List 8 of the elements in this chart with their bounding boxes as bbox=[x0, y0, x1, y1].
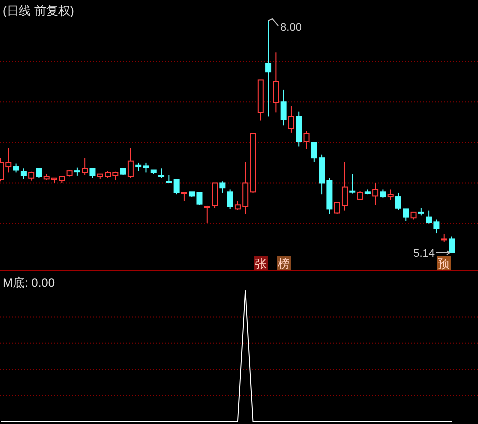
title: (日线 前复权) bbox=[3, 4, 74, 18]
annotation: 5.14 bbox=[414, 248, 435, 260]
annotation: 8.00 bbox=[280, 22, 302, 34]
annotation: 预 bbox=[437, 256, 451, 271]
title: M底: 0.00 bbox=[3, 276, 56, 290]
annotation: 榜 bbox=[277, 256, 291, 271]
annotation: 8.00 bbox=[268, 18, 302, 34]
annotation: 张 bbox=[254, 256, 268, 271]
